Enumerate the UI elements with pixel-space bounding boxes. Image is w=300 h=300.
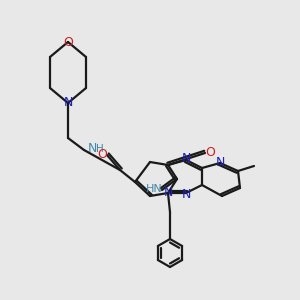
Text: O: O <box>205 146 215 158</box>
Text: H: H <box>96 144 104 154</box>
Text: O: O <box>63 35 73 49</box>
Text: N: N <box>215 155 225 169</box>
Text: N: N <box>163 185 173 199</box>
Text: HN: HN <box>146 184 162 194</box>
Text: N: N <box>181 188 191 200</box>
Text: O: O <box>97 148 107 161</box>
Text: N: N <box>63 97 73 110</box>
Text: N: N <box>87 142 97 155</box>
Text: N: N <box>181 152 191 166</box>
